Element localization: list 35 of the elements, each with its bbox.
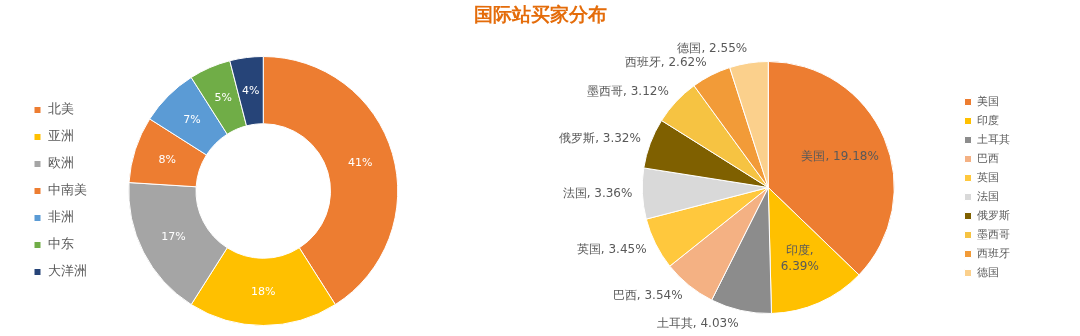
data-label: 7%	[183, 112, 201, 126]
legend-label: 俄罗斯	[977, 208, 1010, 222]
data-label: 法国, 3.36%	[562, 186, 633, 201]
data-label: 4%	[241, 83, 260, 97]
legend-label: 德国	[977, 265, 999, 279]
data-label: 英国, 3.45%	[576, 242, 647, 257]
legend-label: 美国	[977, 94, 999, 108]
data-label: 巴西, 3.54%	[612, 288, 683, 303]
data-label: 土耳其, 4.03%	[656, 316, 739, 331]
legend-label: 亚洲	[47, 128, 74, 144]
legend-label: 巴西	[977, 151, 999, 165]
legend-label: 中东	[47, 236, 74, 252]
data-label: 美国, 19.18%	[801, 149, 879, 164]
legend-label: 欧洲	[47, 155, 74, 171]
data-label: 5%	[214, 91, 232, 105]
text: 国际站买家分布	[472, 2, 608, 27]
legend-label: 大洋洲	[47, 263, 87, 279]
data-label: 西班牙, 2.62%	[624, 54, 707, 69]
legend-label: 印度	[977, 113, 999, 127]
legend-label: 土耳其	[977, 132, 1010, 146]
data-label: 德国, 2.55%	[677, 41, 748, 56]
data-label: 18%	[251, 284, 276, 298]
legend-label: 墨西哥	[977, 227, 1010, 241]
data-label: 印度, 6.39%	[780, 243, 819, 274]
data-label: 俄罗斯, 3.32%	[559, 130, 641, 145]
data-label: 17%	[161, 229, 186, 243]
data-label: 墨西哥, 3.12%	[587, 84, 669, 99]
legend-label: 法国	[977, 189, 999, 203]
legend-label: 西班牙	[977, 246, 1010, 260]
data-label: 41%	[347, 155, 373, 169]
legend-label: 北美	[47, 101, 74, 117]
legend-label: 英国	[977, 170, 999, 184]
data-label: 8%	[158, 152, 177, 166]
legend-label: 中南美	[47, 182, 87, 198]
legend-label: 非洲	[47, 209, 74, 225]
